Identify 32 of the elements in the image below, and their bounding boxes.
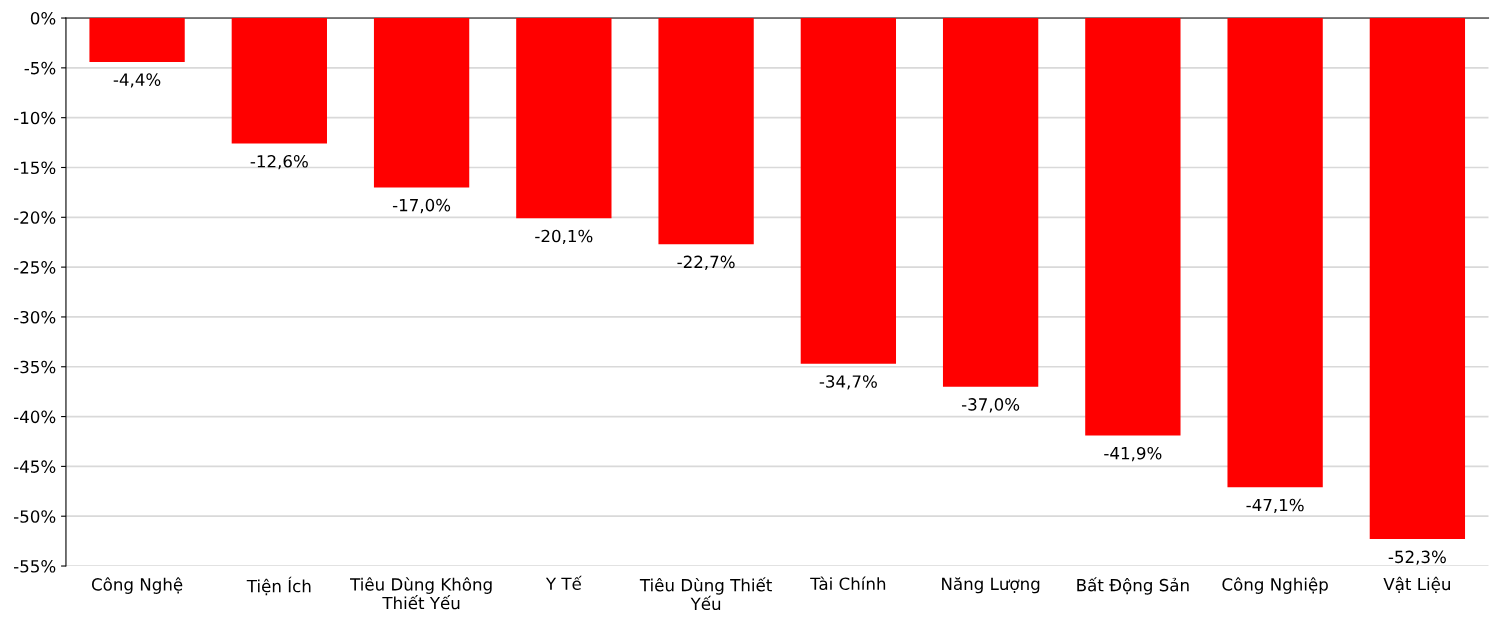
x-tick-label: Công Nghiệp [1222, 577, 1328, 594]
y-tick-label: -40% [13, 410, 56, 424]
y-tick-label: -10% [13, 111, 56, 125]
y-tick-label: -5% [24, 61, 56, 75]
y-tick-label: -30% [13, 310, 56, 324]
y-tick-label: -15% [13, 161, 56, 175]
y-tick-label: -20% [13, 211, 56, 224]
data-label: -37,0% [961, 398, 1020, 413]
x-tick-label: Vật Liệu [1383, 576, 1450, 594]
data-label: -20,1% [535, 229, 593, 245]
x-tick-label: Năng Lượng [942, 577, 1040, 594]
data-label: -4,4% [113, 73, 161, 88]
x-tick-label: Bất Động Sản [1077, 577, 1189, 595]
y-tick-label: -25% [13, 261, 56, 274]
y-tick-label: -50% [13, 510, 56, 523]
y-tick-label: -55% [13, 559, 56, 573]
x-tick-label: Y Tế [545, 575, 582, 591]
data-label: -17,0% [392, 198, 451, 214]
x-tick-label: Tiêu Dùng Thiết Yếu [639, 577, 772, 611]
y-tick-label: 0% [30, 12, 56, 25]
data-label: -34,7% [819, 375, 877, 390]
data-label: -52,3% [1388, 550, 1446, 565]
data-label: -22,7% [677, 255, 735, 270]
data-label: -41,9% [1104, 446, 1162, 462]
y-tick-label: -45% [13, 460, 56, 473]
data-label: -12,6% [250, 154, 308, 170]
x-tick-label: Tiện Ích [246, 576, 311, 596]
y-tick-label: -35% [13, 360, 56, 374]
x-tick-label: Tài Chính [810, 576, 886, 591]
x-tick-label: Tiêu Dùng Không Thiết Yếu [350, 577, 492, 610]
x-tick-label: Công Nghệ [91, 577, 183, 594]
data-label: -47,1% [1246, 498, 1304, 514]
